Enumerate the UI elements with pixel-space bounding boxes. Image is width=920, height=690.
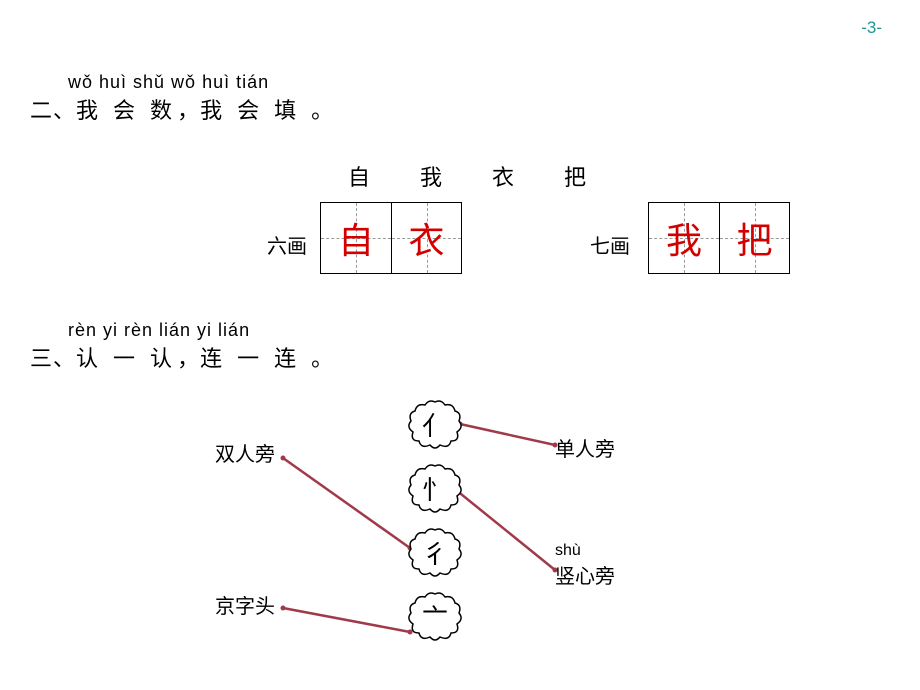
top-char-1: 我 bbox=[420, 160, 442, 192]
section3-title: 三、认一认，连一连。 bbox=[30, 341, 334, 373]
section3-pinyin: rèn yi rèn lián yi lián bbox=[68, 320, 334, 341]
group1-cell-1: 衣 bbox=[391, 203, 461, 273]
group2-cell-0: 我 bbox=[649, 203, 719, 273]
page-number: -3- bbox=[861, 18, 882, 38]
group2-grid: 我 把 bbox=[648, 202, 790, 274]
top-char-0: 自 bbox=[348, 160, 370, 192]
cloud-0: 亻 bbox=[408, 399, 462, 449]
label-3: shù 竖心旁 bbox=[555, 542, 615, 589]
cloud-3: 亠 bbox=[408, 591, 462, 641]
label-2: 单人旁 bbox=[555, 433, 615, 462]
label-0: 双人旁 bbox=[215, 438, 275, 467]
section3-header: rèn yi rèn lián yi lián 三、认一认，连一连。 bbox=[30, 320, 334, 373]
section2-prefix: 二、 bbox=[30, 93, 76, 125]
group1-cell-0: 自 bbox=[321, 203, 391, 273]
line-0 bbox=[283, 458, 410, 548]
section2-header: wǒ huì shǔ wǒ huì tián 二、我会数，我会填。 bbox=[30, 72, 334, 125]
label-1: 京字头 bbox=[215, 590, 275, 619]
group2-ans-0: 我 bbox=[666, 212, 702, 264]
cloud-2-radical: 彳 bbox=[422, 534, 448, 571]
section2-title: 二、我会数，我会填。 bbox=[30, 93, 334, 125]
line-3 bbox=[456, 490, 555, 570]
section2-pinyin: wǒ huì shǔ wǒ huì tián bbox=[68, 72, 334, 93]
section3-prefix: 三、 bbox=[30, 341, 76, 373]
cloud-2: 彳 bbox=[408, 527, 462, 577]
group1-grid: 自 衣 bbox=[320, 202, 462, 274]
group2-ans-1: 把 bbox=[736, 212, 772, 264]
group1-label: 六画 bbox=[267, 230, 307, 259]
cloud-3-radical: 亠 bbox=[422, 598, 448, 635]
cloud-1-radical: 忄 bbox=[422, 470, 448, 507]
cloud-1: 忄 bbox=[408, 463, 462, 513]
cloud-0-radical: 亻 bbox=[422, 406, 448, 443]
top-char-2: 衣 bbox=[492, 160, 514, 192]
line-1 bbox=[283, 608, 410, 632]
group2-cell-1: 把 bbox=[719, 203, 789, 273]
line-2 bbox=[460, 424, 555, 445]
group1-ans-1: 衣 bbox=[408, 212, 444, 264]
group1-ans-0: 自 bbox=[338, 212, 374, 264]
top-char-3: 把 bbox=[564, 160, 586, 192]
group2-label: 七画 bbox=[590, 230, 630, 259]
